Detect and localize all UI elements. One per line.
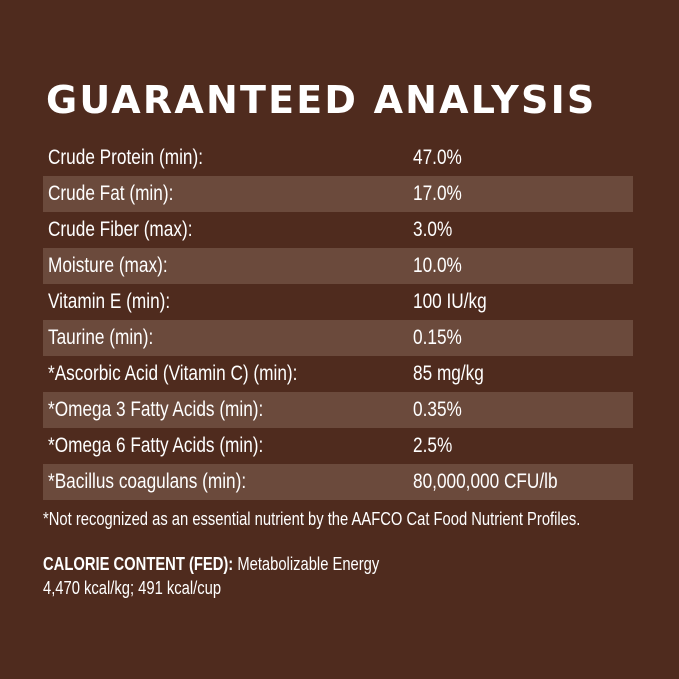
row-label: Crude Protein (min): bbox=[48, 146, 204, 169]
row-value: 47.0% bbox=[413, 146, 462, 169]
row-value: 85 mg/kg bbox=[413, 362, 484, 385]
row-value: 3.0% bbox=[413, 218, 453, 241]
table-row: Vitamin E (min): 100 IU/kg bbox=[43, 284, 633, 320]
footnote: *Not recognized as an essential nutrient… bbox=[43, 509, 581, 529]
table-row: Crude Protein (min): 47.0% bbox=[43, 140, 633, 176]
calorie-text: Metabolizable Energy bbox=[233, 554, 380, 574]
calorie-heading: CALORIE CONTENT (FED): bbox=[43, 554, 234, 574]
row-value: 0.15% bbox=[413, 326, 462, 349]
row-label: *Omega 3 Fatty Acids (min): bbox=[48, 398, 264, 421]
table-row: Crude Fiber (max): 3.0% bbox=[43, 212, 633, 248]
table-row: Crude Fat (min): 17.0% bbox=[43, 176, 633, 212]
row-label: Crude Fiber (max): bbox=[48, 218, 193, 241]
row-value: 2.5% bbox=[413, 434, 453, 457]
row-value: 80,000,000 CFU/lb bbox=[413, 470, 558, 493]
row-label: *Omega 6 Fatty Acids (min): bbox=[48, 434, 264, 457]
row-label: Taurine (min): bbox=[48, 326, 154, 349]
table-row: Moisture (max): 10.0% bbox=[43, 248, 633, 284]
row-label: *Ascorbic Acid (Vitamin C) (min): bbox=[48, 362, 298, 385]
page-title: GUARANTEED ANALYSIS bbox=[46, 78, 597, 122]
table-row: *Ascorbic Acid (Vitamin C) (min): 85 mg/k… bbox=[43, 356, 633, 392]
row-label: *Bacillus coagulans (min): bbox=[48, 470, 247, 493]
table-row: Taurine (min): 0.15% bbox=[43, 320, 633, 356]
table-row: *Omega 3 Fatty Acids (min): 0.35% bbox=[43, 392, 633, 428]
calorie-content: CALORIE CONTENT (FED): Metabolizable Ene… bbox=[43, 552, 379, 600]
row-value: 17.0% bbox=[413, 182, 462, 205]
table-row: *Omega 6 Fatty Acids (min): 2.5% bbox=[43, 428, 633, 464]
analysis-table: Crude Protein (min): 47.0% Crude Fat (min… bbox=[43, 140, 633, 500]
row-label: Vitamin E (min): bbox=[48, 290, 171, 313]
table-row: *Bacillus coagulans (min): 80,000,000 CFU… bbox=[43, 464, 633, 500]
calorie-values: 4,470 kcal/kg; 491 kcal/cup bbox=[43, 578, 222, 598]
row-label: Moisture (max): bbox=[48, 254, 168, 277]
row-value: 0.35% bbox=[413, 398, 462, 421]
row-value: 10.0% bbox=[413, 254, 462, 277]
row-label: Crude Fat (min): bbox=[48, 182, 174, 205]
row-value: 100 IU/kg bbox=[413, 290, 487, 313]
